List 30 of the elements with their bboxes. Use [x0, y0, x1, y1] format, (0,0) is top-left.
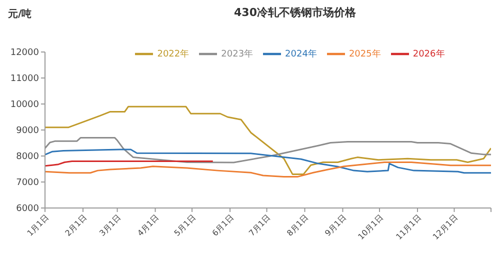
legend-label: 2023年	[221, 49, 254, 60]
y-tick-label: 8000	[16, 152, 40, 162]
y-axis-title: 元/吨	[8, 8, 32, 21]
legend-label: 2026年	[412, 49, 445, 60]
x-tick-label: 3月1日	[98, 213, 123, 238]
y-tick-label: 10000	[10, 100, 40, 110]
x-tick-label: 9月1日	[323, 213, 348, 238]
legend-label: 2024年	[285, 49, 317, 60]
x-tick-label: 8月1日	[285, 213, 310, 238]
x-tick-label: 2月1日	[64, 213, 88, 238]
line-series	[45, 161, 491, 178]
x-tick-label: 4月1日	[136, 213, 161, 238]
x-tick-label: 1月1日	[26, 213, 50, 238]
y-tick-label: 11000	[10, 74, 40, 84]
legend-label: 2022年	[157, 49, 190, 60]
x-tick-label: 12月1日	[431, 213, 460, 242]
line-series	[45, 148, 491, 174]
line-series	[45, 137, 491, 164]
y-tick-label: 6000	[16, 204, 40, 214]
y-tick-label: 12000	[10, 48, 40, 58]
x-tick-label: 10月1日	[356, 213, 385, 242]
x-tick-label: 7月1日	[247, 213, 272, 238]
line-series	[45, 106, 491, 175]
y-tick-label: 9000	[16, 126, 40, 136]
chart-title: 430冷轧不锈钢市场价格	[233, 5, 357, 20]
x-tick-label: 11月1日	[394, 213, 423, 242]
y-tick-label: 7000	[16, 178, 40, 188]
x-tick-label: 6月1日	[210, 213, 236, 238]
legend-label: 2025年	[348, 49, 381, 60]
x-tick-label: 5月1日	[172, 213, 198, 238]
